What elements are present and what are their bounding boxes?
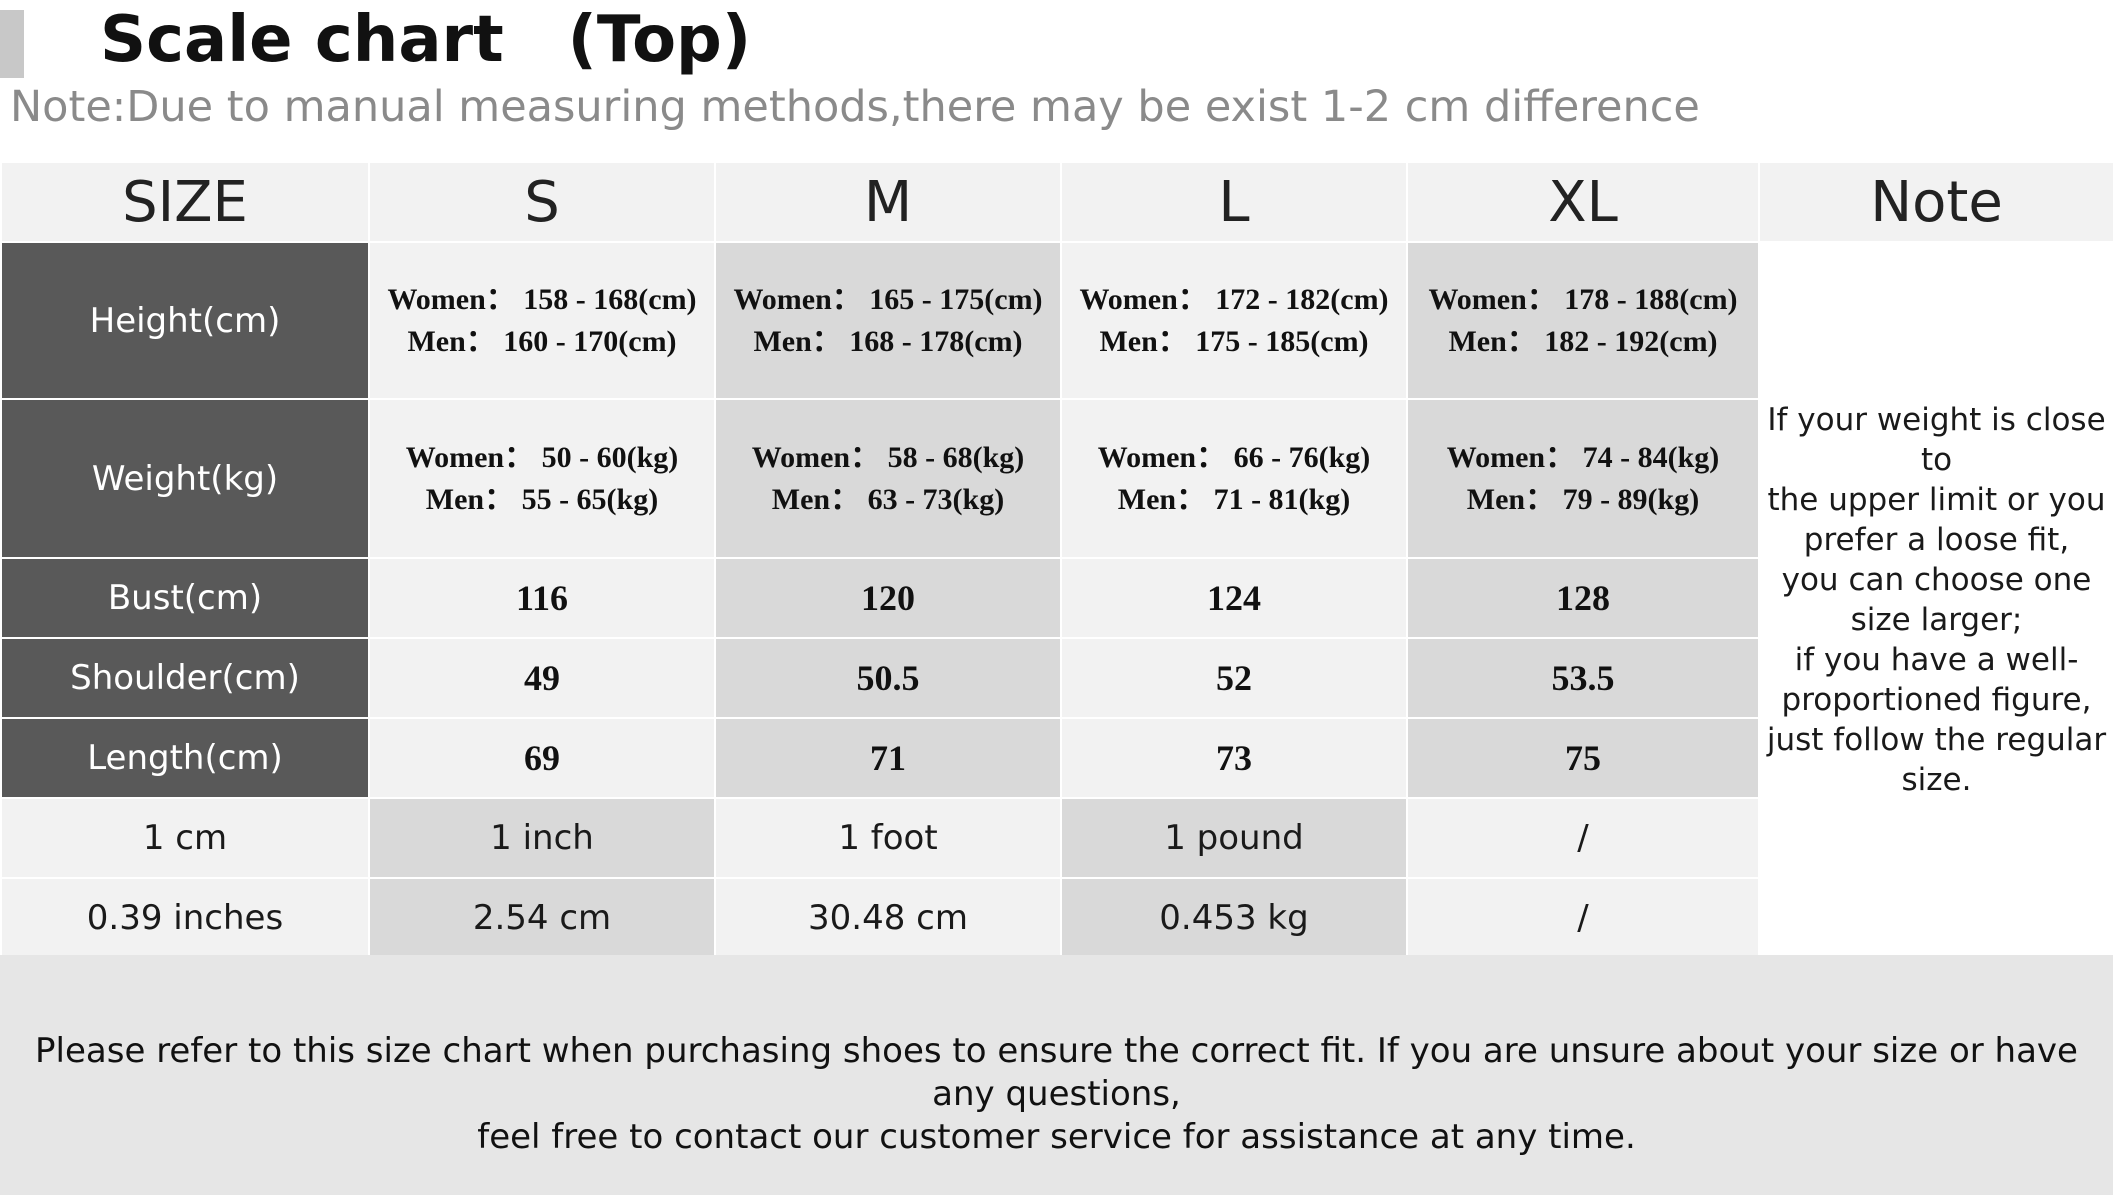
conversion-cell: 30.48 cm — [714, 877, 1062, 959]
shoulder-m-value: 50.5 — [714, 637, 1062, 719]
men-range: Men： 63 - 73(kg) — [771, 482, 1005, 516]
row-label: Shoulder(cm) — [0, 637, 370, 719]
men-range: Men： 160 - 170(cm) — [407, 324, 677, 358]
bust-xl-value: 128 — [1406, 557, 1760, 639]
row-label: Height(cm) — [0, 241, 370, 400]
shoulder-xl-value: 53.5 — [1406, 637, 1760, 719]
women-range: Women： 66 - 76(kg) — [1097, 440, 1371, 474]
men-range: Men： 55 - 65(kg) — [425, 482, 659, 516]
women-range: Women： 50 - 60(kg) — [405, 440, 679, 474]
length-l-value: 73 — [1060, 717, 1408, 799]
height-s-cell: Women： 158 - 168(cm) Men： 160 - 170(cm) — [368, 241, 716, 400]
fit-advice-note: If your weight is close to the upper lim… — [1758, 241, 2113, 959]
conversion-cell: 1 pound — [1060, 797, 1408, 879]
shoulder-l-value: 52 — [1060, 637, 1408, 719]
size-chart-table: SIZE S M L XL Note Height(cm) Women： 158… — [0, 161, 2113, 959]
header-s: S — [368, 161, 716, 243]
header-note: Note — [1758, 161, 2113, 243]
height-xl-cell: Women： 178 - 188(cm) Men： 182 - 192(cm) — [1406, 241, 1760, 400]
note-line: size. — [1901, 762, 1972, 798]
length-s-value: 69 — [368, 717, 716, 799]
women-range: Women： 58 - 68(kg) — [751, 440, 1025, 474]
weight-xl-cell: Women： 74 - 84(kg) Men： 79 - 89(kg) — [1406, 398, 1760, 559]
bust-l-value: 124 — [1060, 557, 1408, 639]
conversion-row: 0.39 inches 2.54 cm 30.48 cm 0.453 kg / — [0, 877, 2113, 959]
shoulder-row: Shoulder(cm) 49 50.5 52 53.5 — [0, 637, 2113, 719]
women-range: Women： 165 - 175(cm) — [733, 282, 1043, 316]
weight-l-cell: Women： 66 - 76(kg) Men： 71 - 81(kg) — [1060, 398, 1408, 559]
header-size: SIZE — [0, 161, 370, 243]
header-m: M — [714, 161, 1062, 243]
conversion-row: 1 cm 1 inch 1 foot 1 pound / — [0, 797, 2113, 879]
women-range: Women： 172 - 182(cm) — [1079, 282, 1389, 316]
conversion-cell: / — [1406, 797, 1760, 879]
note-line: you can choose one — [1781, 562, 2092, 598]
footer-line: Please refer to this size chart when pur… — [35, 1031, 2078, 1114]
note-line: proportioned figure, — [1781, 682, 2092, 718]
footer-message: Please refer to this size chart when pur… — [0, 1030, 2113, 1159]
header-xl: XL — [1406, 161, 1760, 243]
weight-row: Weight(kg) Women： 50 - 60(kg) Men： 55 - 6… — [0, 398, 2113, 559]
men-range: Men： 182 - 192(cm) — [1448, 324, 1718, 358]
men-range: Men： 79 - 89(kg) — [1466, 482, 1700, 516]
bust-s-value: 116 — [368, 557, 716, 639]
note-line: prefer a loose fit, — [1803, 522, 2070, 558]
note-line: If your weight is close to — [1767, 402, 2106, 478]
title-accent-bar — [0, 10, 24, 78]
length-m-value: 71 — [714, 717, 1062, 799]
note-line: if you have a well- — [1794, 642, 2079, 678]
footer-panel — [0, 955, 2113, 1195]
weight-s-cell: Women： 50 - 60(kg) Men： 55 - 65(kg) — [368, 398, 716, 559]
length-row: Length(cm) 69 71 73 75 — [0, 717, 2113, 799]
men-range: Men： 71 - 81(kg) — [1117, 482, 1351, 516]
note-line: just follow the regular — [1766, 722, 2107, 758]
women-range: Women： 158 - 168(cm) — [387, 282, 697, 316]
page-title: Scale chart (Top) — [100, 3, 752, 77]
weight-m-cell: Women： 58 - 68(kg) Men： 63 - 73(kg) — [714, 398, 1062, 559]
note-line: the upper limit or you — [1767, 482, 2106, 518]
women-range: Women： 178 - 188(cm) — [1428, 282, 1738, 316]
conversion-cell: 2.54 cm — [368, 877, 716, 959]
height-row: Height(cm) Women： 158 - 168(cm) Men： 160 … — [0, 241, 2113, 959]
conversion-cell: 1 foot — [714, 797, 1062, 879]
footer-line: feel free to contact our customer servic… — [477, 1117, 1636, 1157]
conversion-cell: / — [1406, 877, 1760, 959]
women-range: Women： 74 - 84(kg) — [1446, 440, 1720, 474]
conversion-cell: 0.453 kg — [1060, 877, 1408, 959]
note-line: size larger; — [1850, 602, 2023, 638]
row-label: Bust(cm) — [0, 557, 370, 639]
height-l-cell: Women： 172 - 182(cm) Men： 175 - 185(cm) — [1060, 241, 1408, 400]
row-label: Length(cm) — [0, 717, 370, 799]
height-m-cell: Women： 165 - 175(cm) Men： 168 - 178(cm) — [714, 241, 1062, 400]
header-l: L — [1060, 161, 1408, 243]
conversion-cell: 0.39 inches — [0, 877, 370, 959]
conversion-cell: 1 cm — [0, 797, 370, 879]
row-label: Weight(kg) — [0, 398, 370, 559]
bust-m-value: 120 — [714, 557, 1062, 639]
header-row: SIZE S M L XL Note — [0, 161, 2113, 243]
men-range: Men： 175 - 185(cm) — [1099, 324, 1369, 358]
length-xl-value: 75 — [1406, 717, 1760, 799]
measurement-note: Note:Due to manual measuring methods,the… — [10, 82, 1700, 132]
conversion-cell: 1 inch — [368, 797, 716, 879]
men-range: Men： 168 - 178(cm) — [753, 324, 1023, 358]
bust-row: Bust(cm) 116 120 124 128 — [0, 557, 2113, 639]
shoulder-s-value: 49 — [368, 637, 716, 719]
